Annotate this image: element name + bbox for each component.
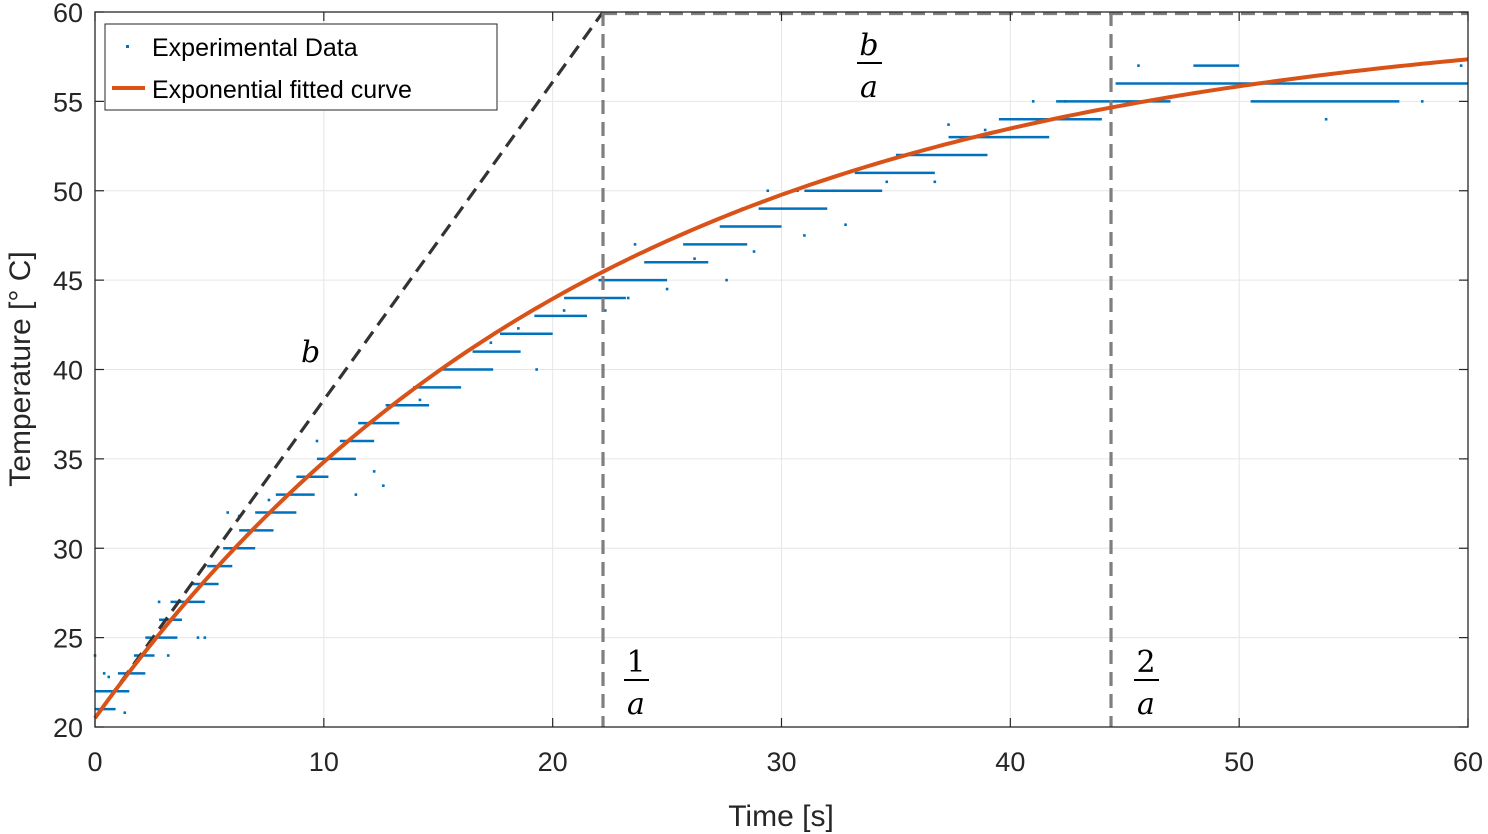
tangent-line-b: [93, 11, 605, 719]
data-point: [517, 327, 520, 330]
data-point: [267, 498, 271, 502]
y-tick-label: 45: [53, 266, 83, 296]
data-point: [832, 189, 836, 193]
data-point: [1324, 117, 1328, 121]
y-tick-label: 40: [53, 356, 83, 386]
annotation-one-over-a: 1 a: [624, 645, 649, 722]
data-point: [102, 672, 106, 675]
legend: Experimental Data Exponential fitted cur…: [104, 23, 498, 111]
data-point: [1031, 100, 1035, 103]
y-tick-label: 20: [53, 713, 83, 743]
data-point: [196, 636, 200, 639]
fitted-curve-line: [93, 57, 1469, 720]
data-point: [633, 243, 637, 246]
tick-labels: 0 10 20 30 40 50 60 20 25 30 35 40 45 50 55 60: [53, 0, 1483, 777]
x-tick-label: 30: [766, 747, 796, 777]
data-point: [157, 600, 161, 604]
axis-ticks: [94, 11, 1469, 728]
annotation-two-over-a: 2 a: [1134, 645, 1159, 722]
legend-entry-data: Experimental Data: [152, 34, 358, 62]
legend-marker-data: [126, 45, 129, 48]
legend-entry-fit: Exponential fitted curve: [152, 76, 412, 104]
data-point: [933, 180, 937, 184]
x-tick-label: 20: [538, 747, 568, 777]
data-point: [372, 470, 376, 473]
data-point: [382, 484, 385, 487]
x-tick-label: 10: [309, 747, 339, 777]
data-point: [983, 128, 987, 132]
data-point: [603, 309, 607, 312]
svg-text:1: 1: [626, 645, 645, 680]
data-point: [844, 223, 847, 227]
y-tick-label: 55: [53, 87, 83, 117]
experimental-data-series: [93, 64, 1468, 714]
y-tick-label: 60: [53, 0, 83, 28]
annotation-guides: [93, 11, 1468, 727]
data-point: [123, 711, 127, 714]
data-point: [885, 180, 889, 184]
svg-text:b: b: [301, 335, 320, 370]
x-axis-title: Time [s]: [728, 800, 834, 833]
data-point: [315, 439, 319, 443]
data-point: [766, 189, 770, 193]
x-tick-label: 0: [87, 747, 102, 777]
data-point: [166, 654, 170, 657]
data-point: [489, 341, 493, 344]
data-point: [1137, 64, 1140, 67]
svg-text:b: b: [859, 28, 878, 63]
y-tick-label: 50: [53, 177, 83, 207]
data-point: [1063, 100, 1067, 103]
annotation-b-over-a: b a: [857, 28, 882, 105]
data-point: [562, 309, 566, 312]
y-tick-label: 30: [53, 534, 83, 564]
data-point: [535, 368, 538, 371]
data-point: [1420, 100, 1424, 103]
svg-text:a: a: [860, 70, 878, 105]
svg-text:2: 2: [1136, 645, 1155, 680]
legend-box: [104, 23, 498, 111]
x-tick-label: 50: [1224, 747, 1254, 777]
annotation-b-label: b: [301, 335, 320, 370]
data-point: [626, 296, 630, 300]
svg-text:a: a: [1137, 687, 1155, 722]
x-tick-label: 60: [1453, 747, 1483, 777]
data-point: [725, 278, 728, 282]
y-tick-label: 25: [53, 624, 83, 654]
data-point: [107, 675, 111, 679]
data-point: [226, 511, 230, 514]
data-point: [665, 287, 669, 291]
data-point: [947, 123, 950, 126]
data-point: [354, 493, 358, 496]
data-point: [1459, 64, 1463, 67]
data-point: [693, 257, 696, 260]
data-point: [752, 250, 756, 253]
y-tick-label: 35: [53, 445, 83, 475]
svg-text:a: a: [627, 687, 645, 722]
data-point: [203, 636, 207, 639]
data-point: [803, 234, 806, 237]
data-point: [418, 398, 422, 402]
x-tick-label: 40: [995, 747, 1025, 777]
y-axis-title: Temperature [° C]: [4, 251, 37, 486]
